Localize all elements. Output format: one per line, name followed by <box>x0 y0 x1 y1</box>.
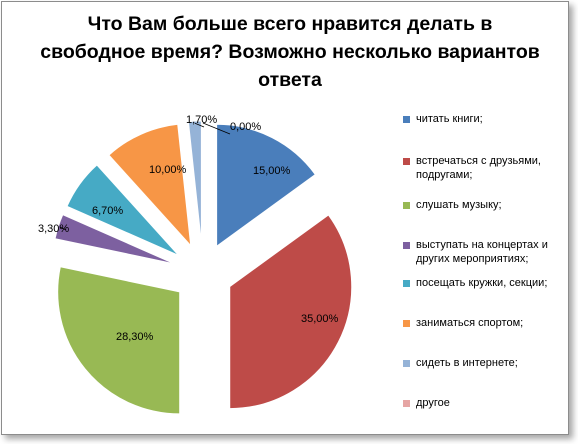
pie-slice-5 <box>108 123 192 248</box>
data-label-6: 1,70% <box>186 114 217 126</box>
data-label-4: 6,70% <box>92 205 123 217</box>
legend-label-5: заниматься спортом; <box>416 317 524 329</box>
legend-label-2: слушать музыку; <box>416 199 502 211</box>
data-label-1: 35,00% <box>301 313 339 325</box>
leader-line-3 <box>60 226 67 231</box>
chart-title: Что Вам больше всего нравится делать в с… <box>40 13 540 91</box>
legend-label-7: другое <box>416 397 450 409</box>
pie-slice-0 <box>216 123 317 248</box>
legend-swatch-2 <box>403 202 410 209</box>
legend-swatch-1 <box>403 158 410 165</box>
data-label-7: 0,00% <box>230 121 261 133</box>
legend-label-4: посещать кружки, секции; <box>416 277 548 289</box>
data-label-5: 10,00% <box>149 164 187 176</box>
pie-slice-1 <box>229 214 353 410</box>
data-label-0: 15,00% <box>253 165 291 177</box>
pie-slice-3 <box>54 214 175 265</box>
pie-slice-6 <box>187 120 202 244</box>
legend-swatch-6 <box>403 360 410 367</box>
legend-swatch-3 <box>403 242 410 249</box>
pie-slice-2 <box>57 266 181 415</box>
pie-slice-4 <box>66 164 180 256</box>
leader-line-6 <box>194 122 205 128</box>
data-label-2: 28,30% <box>116 331 154 343</box>
legend-swatch-7 <box>403 400 410 407</box>
legend-label-3: выступать на концертах и других мероприя… <box>416 239 548 265</box>
legend-swatch-0 <box>403 116 410 123</box>
legend-label-6: сидеть в интернете; <box>416 357 518 369</box>
legend-swatch-5 <box>403 320 410 327</box>
legend-label-1: встречаться с друзьями, подругами; <box>416 155 541 181</box>
legend-label-0: читать книги; <box>416 113 483 125</box>
leader-line-7 <box>202 122 231 135</box>
legend-swatch-4 <box>403 280 410 287</box>
data-label-3: 3,30% <box>38 223 69 235</box>
